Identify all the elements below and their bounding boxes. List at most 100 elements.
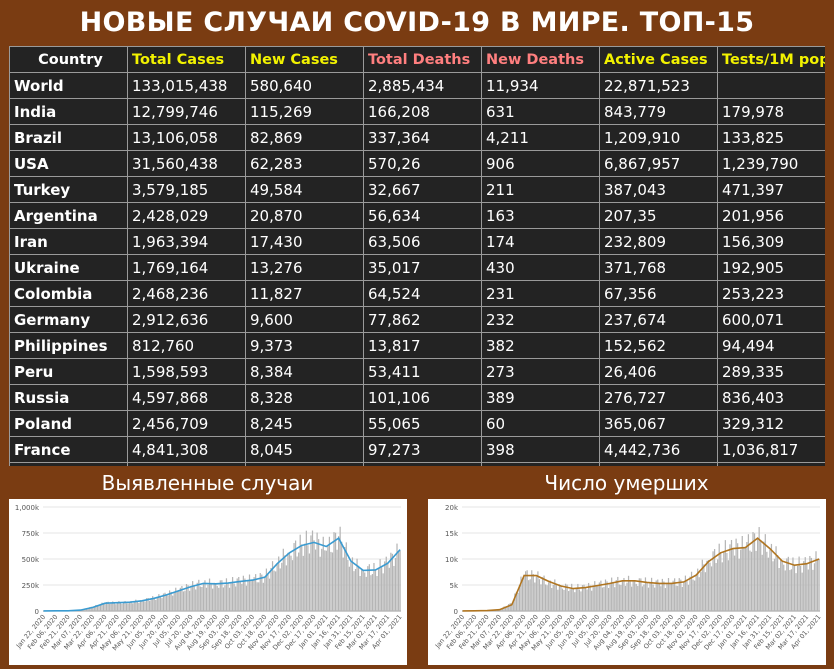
country-cell: USA bbox=[10, 151, 128, 177]
bar bbox=[184, 591, 185, 611]
bar bbox=[640, 578, 641, 611]
bar bbox=[234, 583, 235, 611]
bar bbox=[680, 580, 681, 611]
bar bbox=[350, 562, 351, 611]
column-header: Total Cases bbox=[128, 47, 246, 73]
bar bbox=[389, 568, 390, 611]
bar bbox=[103, 604, 104, 611]
bar bbox=[171, 592, 172, 611]
country-cell: Brazil bbox=[10, 125, 128, 151]
bar bbox=[191, 586, 192, 611]
bar bbox=[811, 558, 812, 611]
bar bbox=[619, 584, 620, 611]
value-cell: 62,283 bbox=[246, 151, 364, 177]
value-cell: 49,584 bbox=[246, 177, 364, 203]
value-cell: 201,956 bbox=[718, 203, 826, 229]
value-cell: 111,747 bbox=[364, 463, 482, 467]
bar bbox=[269, 579, 270, 611]
bar bbox=[559, 584, 560, 611]
value-cell: 4,841,308 bbox=[128, 437, 246, 463]
bar bbox=[187, 585, 188, 611]
bar bbox=[656, 580, 657, 611]
bar bbox=[672, 581, 673, 611]
bar bbox=[735, 539, 736, 611]
bar bbox=[326, 551, 327, 611]
value-cell: 1,209,910 bbox=[600, 125, 718, 151]
value-cell: 211 bbox=[482, 177, 600, 203]
bar bbox=[235, 586, 236, 611]
bar bbox=[591, 591, 592, 611]
bar bbox=[157, 597, 158, 611]
country-cell: Colombia bbox=[10, 281, 128, 307]
bar bbox=[542, 577, 543, 611]
bar bbox=[620, 585, 621, 611]
bar bbox=[717, 559, 718, 611]
value-cell: 555,705 bbox=[600, 463, 718, 467]
bar bbox=[307, 545, 308, 611]
value-cell: 2,912,636 bbox=[128, 307, 246, 333]
value-cell: 600,071 bbox=[718, 307, 826, 333]
bar bbox=[355, 569, 356, 611]
bar bbox=[161, 598, 162, 611]
value-cell: 1,769,164 bbox=[128, 255, 246, 281]
value-cell: 192,905 bbox=[718, 255, 826, 281]
bar bbox=[210, 583, 211, 611]
bar bbox=[576, 587, 577, 611]
bar bbox=[304, 544, 305, 611]
bar bbox=[343, 558, 344, 611]
bar bbox=[614, 587, 615, 611]
bar bbox=[149, 601, 150, 611]
bar bbox=[109, 604, 110, 611]
bar bbox=[786, 558, 787, 611]
bar bbox=[739, 559, 740, 611]
country-cell: World bbox=[10, 73, 128, 99]
bar bbox=[177, 592, 178, 611]
value-cell: 7,767 bbox=[246, 463, 364, 467]
value-cell: 2,885,434 bbox=[364, 73, 482, 99]
bar bbox=[648, 588, 649, 611]
bar bbox=[318, 539, 319, 611]
bar bbox=[757, 538, 758, 611]
bar bbox=[306, 531, 307, 611]
bar bbox=[344, 547, 345, 611]
value-cell: 387,043 bbox=[600, 177, 718, 203]
page-title: НОВЫЕ СЛУЧАИ COVID-19 В МИРЕ. ТОП-15 bbox=[0, 0, 834, 46]
bar bbox=[746, 542, 747, 611]
value-cell: 906 bbox=[482, 151, 600, 177]
cases-chart-title: Выявленные случаи bbox=[0, 468, 415, 498]
bar bbox=[387, 563, 388, 611]
bar bbox=[709, 563, 710, 611]
value-cell: 570,26 bbox=[364, 151, 482, 177]
bar bbox=[763, 542, 764, 611]
bar bbox=[643, 584, 644, 611]
bar bbox=[729, 544, 730, 611]
value-cell: 9,600 bbox=[246, 307, 364, 333]
bar bbox=[267, 573, 268, 611]
bar bbox=[809, 556, 810, 611]
bar bbox=[642, 586, 643, 611]
bar bbox=[636, 584, 637, 611]
value-cell: 60 bbox=[482, 411, 600, 437]
bar bbox=[613, 583, 614, 611]
bar bbox=[639, 578, 640, 611]
bar bbox=[749, 551, 750, 611]
value-cell: 17,430 bbox=[246, 229, 364, 255]
value-cell: 55,065 bbox=[364, 411, 482, 437]
bar bbox=[768, 558, 769, 611]
bar bbox=[794, 565, 795, 611]
column-header: Country bbox=[10, 47, 128, 73]
bar bbox=[694, 581, 695, 611]
value-cell: 836,403 bbox=[718, 385, 826, 411]
value-cell: 26,406 bbox=[600, 359, 718, 385]
bar bbox=[566, 585, 567, 611]
column-header: New Deaths bbox=[482, 47, 600, 73]
bar bbox=[128, 603, 129, 611]
bar bbox=[703, 564, 704, 611]
bar bbox=[671, 583, 672, 611]
bar bbox=[603, 587, 604, 611]
